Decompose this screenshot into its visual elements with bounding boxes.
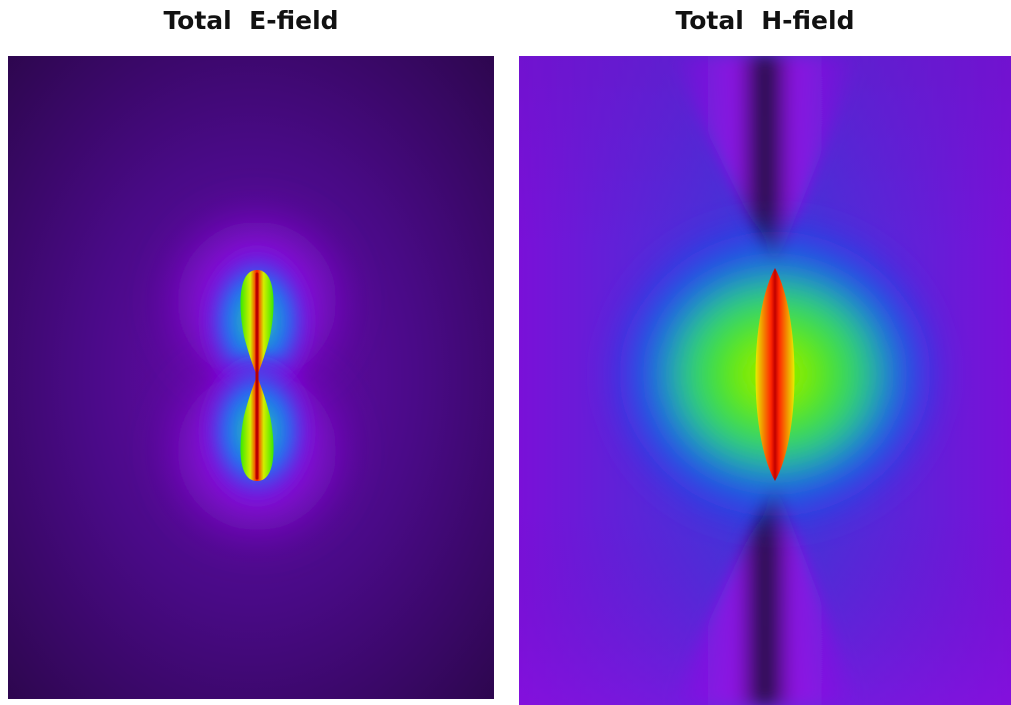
- h-field-lower-null-cone: [669, 481, 861, 705]
- e-field-title: Total E-field: [163, 6, 339, 35]
- h-field-upper-null-cone: [669, 56, 861, 268]
- h-field-heatmap: [519, 56, 1011, 705]
- h-field-dipole-core: [755, 268, 795, 481]
- h-field-title: Total H-field: [675, 6, 855, 35]
- e-field-heatmap: [8, 56, 494, 699]
